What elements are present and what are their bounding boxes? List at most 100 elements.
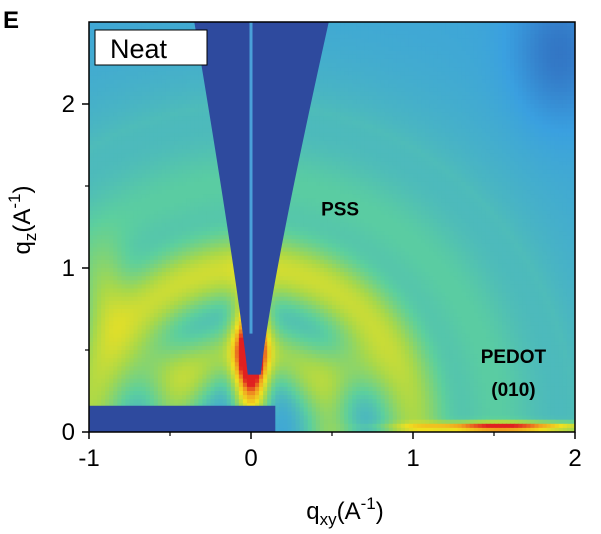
heatmap-cell (558, 99, 564, 105)
heatmap-cell (93, 173, 98, 179)
heatmap-cell (485, 112, 491, 117)
heatmap-cell (498, 87, 503, 93)
heatmap-cell (558, 132, 564, 138)
heatmap-cell (400, 46, 406, 52)
heatmap-cell (137, 132, 143, 138)
heatmap-cell (457, 38, 463, 44)
heatmap-cell (457, 95, 463, 101)
heatmap-cell (368, 153, 374, 158)
heatmap-cell (315, 112, 321, 117)
heatmap-cell (376, 26, 382, 31)
heatmap-cell (323, 145, 329, 150)
heatmap-cell (477, 42, 483, 48)
heatmap-cell (170, 157, 175, 162)
heatmap-cell (441, 116, 446, 121)
heatmap-cell (380, 108, 386, 113)
heatmap-cell (534, 149, 540, 154)
heatmap-cell (518, 132, 523, 138)
heatmap-cell (433, 186, 438, 191)
heatmap-cell (445, 91, 451, 97)
heatmap-cell (408, 153, 414, 158)
heatmap-cell (368, 99, 374, 105)
heatmap-cell (425, 177, 430, 183)
heatmap-cell (417, 132, 422, 138)
heatmap-cell (141, 79, 147, 85)
heatmap-cell (352, 67, 357, 72)
heatmap-cell (522, 79, 527, 85)
heatmap-cell (186, 108, 191, 113)
heatmap-cell (178, 116, 183, 121)
heatmap-cell (538, 112, 544, 117)
heatmap-cell (125, 165, 131, 171)
heatmap-cell (105, 22, 110, 27)
heatmap-cell (538, 50, 544, 56)
heatmap-cell (449, 173, 455, 179)
heatmap-cell (566, 145, 572, 150)
heatmap-cell (498, 128, 503, 134)
heatmap-cell (129, 71, 135, 76)
heatmap-cell (453, 42, 459, 48)
heatmap-cell (93, 104, 98, 109)
heatmap-cell (550, 42, 556, 48)
heatmap-cell (315, 116, 321, 121)
heatmap-cell (489, 120, 495, 126)
heatmap-cell (542, 108, 548, 113)
heatmap-cell (198, 149, 203, 154)
heatmap-cell (133, 91, 139, 97)
heatmap-cell (105, 149, 110, 154)
heatmap-cell (388, 38, 394, 44)
heatmap-cell (323, 108, 329, 113)
heatmap-cell (384, 58, 390, 64)
heatmap-cell (174, 173, 179, 179)
heatmap-cell (360, 124, 365, 130)
heatmap-cell (303, 177, 309, 183)
heatmap-cell (121, 116, 127, 121)
heatmap-cell (133, 186, 139, 191)
heatmap-cell (498, 91, 503, 97)
heatmap-cell (562, 181, 568, 187)
heatmap-cell (526, 46, 532, 52)
heatmap-cell (117, 165, 122, 171)
heatmap-cell (570, 116, 575, 121)
heatmap-cell (404, 124, 410, 130)
heatmap-cell (481, 63, 487, 68)
heatmap-cell (101, 120, 106, 126)
heatmap-cell (352, 75, 357, 80)
heatmap-cell (368, 120, 374, 126)
heatmap-cell (376, 79, 382, 85)
heatmap-cell (481, 38, 487, 44)
heatmap-cell (113, 153, 118, 158)
heatmap-cell (522, 140, 527, 146)
heatmap-cell (570, 46, 575, 52)
heatmap-cell (408, 95, 414, 101)
heatmap-cell (554, 140, 560, 146)
heatmap-cell (566, 91, 572, 97)
heatmap-cell (522, 173, 527, 179)
heatmap-cell (489, 108, 495, 113)
heatmap-cell (465, 112, 471, 117)
heatmap-cell (437, 145, 442, 150)
heatmap-cell (109, 83, 114, 89)
heatmap-cell (125, 104, 131, 109)
heatmap-cell (121, 71, 127, 76)
heatmap-cell (364, 99, 370, 105)
heatmap-cell (457, 34, 463, 39)
heatmap-cell (514, 34, 519, 39)
heatmap-cell (344, 46, 349, 52)
heatmap-cell (481, 50, 487, 56)
heatmap-cell (469, 71, 475, 76)
heatmap-cell (315, 71, 321, 76)
heatmap-cell (388, 63, 394, 68)
heatmap-cell (530, 173, 536, 179)
heatmap-cell (376, 67, 382, 72)
heatmap-cell (417, 157, 422, 162)
heatmap-cell (538, 63, 544, 68)
heatmap-cell (170, 22, 175, 27)
heatmap-cell (481, 104, 487, 109)
heatmap-cell (194, 153, 199, 158)
heatmap-cell (101, 124, 106, 130)
heatmap-cell (392, 108, 398, 113)
heatmap-cell (392, 153, 398, 158)
heatmap-cell (429, 161, 434, 167)
heatmap-cell (129, 75, 135, 80)
